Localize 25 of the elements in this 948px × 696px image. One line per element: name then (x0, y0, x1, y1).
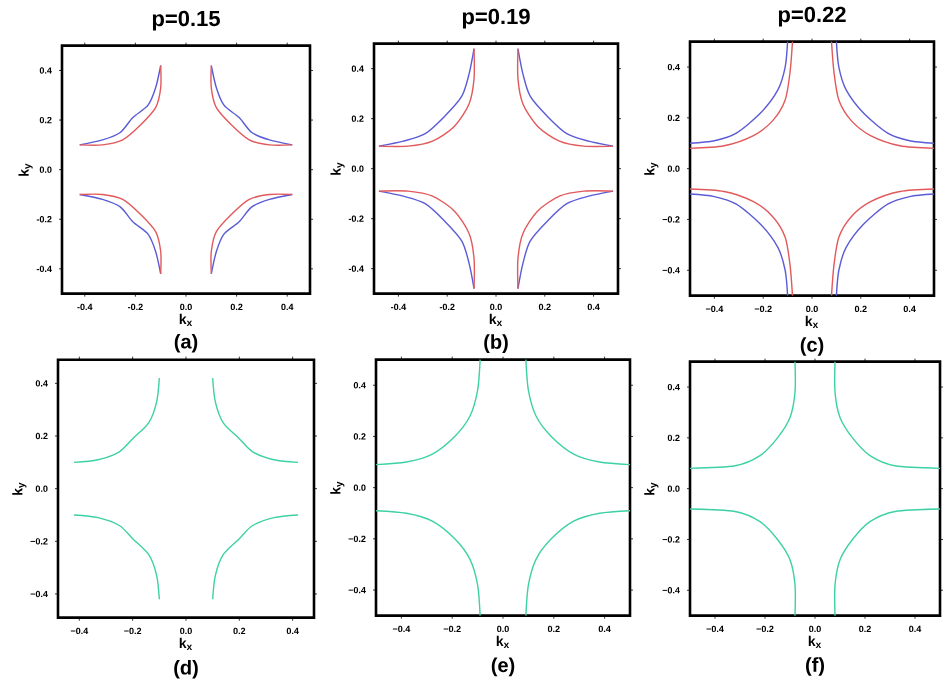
line-series (525, 359, 631, 466)
line-series (375, 510, 481, 617)
line-series (210, 64, 293, 146)
line-series (79, 64, 162, 146)
line-series (834, 361, 941, 470)
text: (a) (174, 334, 198, 353)
line-series (210, 193, 293, 275)
chart-title: p=0.22 (778, 6, 846, 27)
line-series (79, 193, 162, 275)
line-series (73, 514, 161, 601)
line-series (525, 510, 631, 617)
line-series (834, 508, 941, 617)
text: (f) (806, 657, 825, 676)
text: (e) (491, 657, 515, 677)
line-series (211, 514, 299, 601)
line-series (73, 377, 161, 464)
chart-title: p=0.19 (462, 8, 530, 29)
line-series (689, 508, 797, 617)
line-series (689, 361, 797, 470)
text: (b) (484, 334, 508, 354)
text: (d) (174, 660, 198, 679)
chart-title: p=0.15 (152, 10, 220, 31)
line-series (211, 377, 299, 464)
line-series (375, 359, 481, 466)
text: (c) (800, 337, 824, 356)
